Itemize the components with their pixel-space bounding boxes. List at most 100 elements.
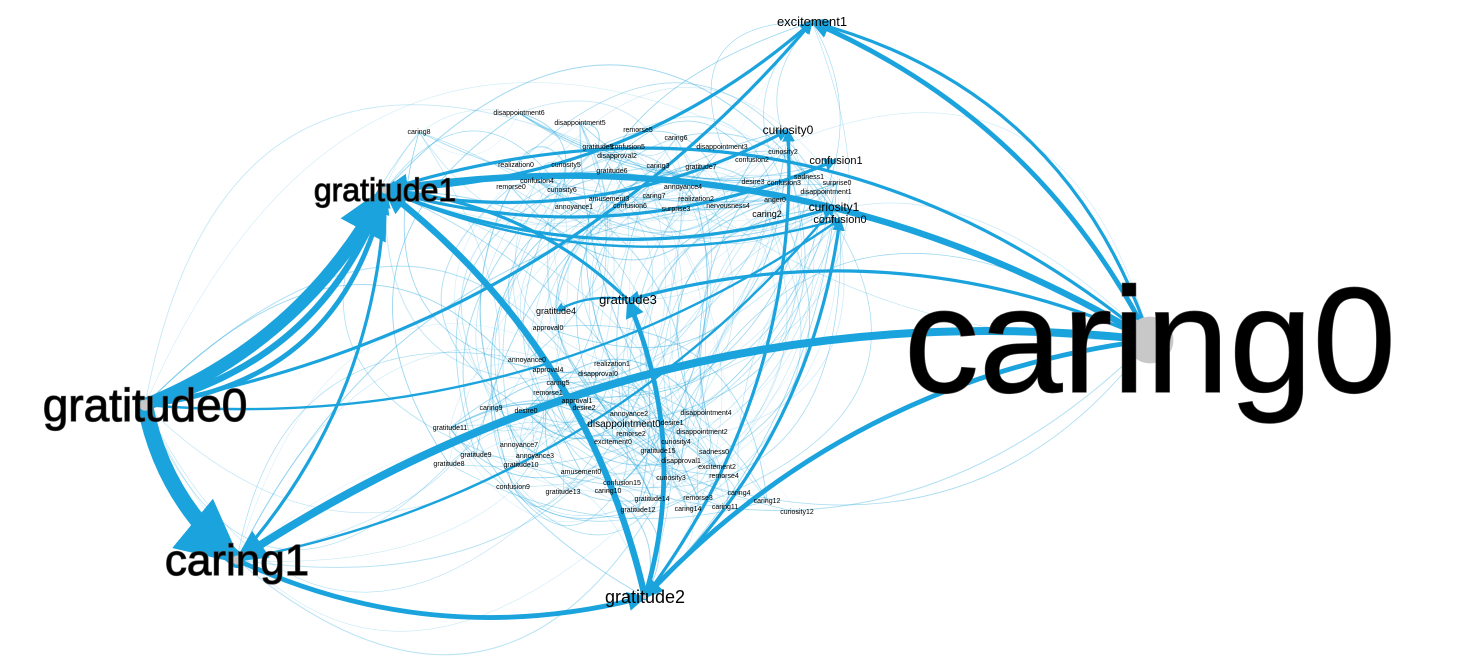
graph-edge-thin — [583, 407, 614, 443]
node-dot-disappointment3 — [720, 145, 724, 149]
node-dot-curiosity4 — [674, 440, 678, 444]
graph-edge-thin — [449, 403, 653, 500]
graph-edge-thin — [384, 182, 785, 227]
node-dot-caring4 — [737, 491, 741, 495]
node-dot-gratitude0 — [139, 399, 151, 411]
graph-edge-thin — [657, 165, 810, 193]
graph-edge-thin — [547, 189, 689, 510]
node-dot-anger0 — [773, 198, 777, 202]
graph-edge-thin — [510, 159, 753, 261]
node-label-caring3: caring3 — [647, 163, 670, 170]
graph-edge-caring1-to-curiosity1 — [235, 205, 836, 562]
node-label-gratitude10: gratitude10 — [503, 462, 538, 469]
node-dot-gratitude13 — [561, 490, 565, 494]
graph-edge-thin — [547, 191, 827, 398]
node-label-gratitude14: gratitude14 — [634, 496, 669, 503]
graph-edge-thin — [611, 132, 827, 193]
graph-edge-thin — [236, 352, 528, 561]
graph-edge-thin — [384, 189, 651, 511]
node-label-confusion3: confusion3 — [767, 180, 801, 187]
node-label-remorse0: remorse0 — [496, 184, 526, 191]
graph-edge-thin — [536, 180, 838, 211]
graph-edge-thin — [763, 21, 813, 184]
node-label-disappointment5: disappointment5 — [554, 120, 605, 127]
graph-edge-thin — [144, 404, 450, 550]
graph-edge-thin — [536, 180, 687, 462]
graph-edge-thin — [518, 112, 837, 180]
node-label-caring12: caring12 — [754, 498, 781, 505]
graph-edge-gratitude0-to-gratitude1 — [141, 186, 390, 409]
graph-edge-thin — [597, 146, 835, 244]
graph-edge-thin — [455, 165, 659, 456]
graph-edge-thin — [449, 427, 725, 522]
graph-edge-thin — [644, 182, 838, 598]
node-dot-gratitude9 — [474, 453, 478, 457]
graph-edge-thin — [512, 482, 623, 526]
graph-edge-gratitude1-to-confusion1 — [383, 158, 838, 219]
node-label-curiosity0: curiosity0 — [763, 123, 814, 137]
node-dot-remorse0 — [509, 185, 513, 189]
node-dot-amusement0 — [579, 470, 583, 474]
graph-edge-thin — [448, 218, 841, 467]
graph-edge-thin — [597, 129, 789, 375]
graph-edge-gratitude1-to-curiosity1 — [383, 188, 836, 241]
graph-edge-thin — [454, 122, 582, 473]
graph-edge-thin — [706, 21, 813, 513]
graph-edge-thin — [520, 218, 841, 488]
graph-edge-thin — [696, 191, 827, 499]
node-label-annoyance4: annoyance4 — [664, 184, 702, 191]
node-dot-gratitude14 — [650, 497, 654, 501]
graph-edge-thin — [576, 146, 798, 513]
node-label-caring6: caring6 — [665, 135, 688, 142]
graph-edge-caring0-to-excitement1 — [809, 19, 1153, 343]
node-label-gratitude12: gratitude12 — [620, 507, 655, 514]
node-label-disappointment1: disappointment1 — [800, 189, 851, 196]
graph-edge-thin — [663, 182, 838, 499]
graph-edge-thin — [576, 400, 768, 502]
graph-edge-thin — [449, 427, 718, 493]
node-label-curiosity3: curiosity3 — [656, 475, 686, 482]
node-label-annoyance0: annoyance0 — [508, 357, 546, 364]
node-label-confusion4: confusion4 — [520, 178, 554, 185]
node-dot-confusion3 — [782, 181, 786, 185]
node-dot-desire0 — [524, 409, 528, 413]
node-label-curiosity4: curiosity4 — [661, 439, 691, 446]
node-dot-gratitude11 — [448, 426, 452, 430]
node-label-caring11: caring11 — [712, 504, 738, 511]
node-label-gratitude3: gratitude3 — [599, 292, 657, 307]
node-label-approval4: approval4 — [533, 367, 564, 374]
graph-edge-thin — [512, 206, 835, 488]
graph-edge-thin — [672, 441, 682, 462]
graph-edge-thin — [392, 112, 520, 465]
graph-edge-thin — [418, 131, 827, 203]
node-dot-remorse3 — [696, 496, 700, 500]
graph-edge-thin — [628, 176, 810, 415]
node-label-disappointment0: disappointment0 — [587, 419, 661, 430]
node-label-gratitude13: gratitude13 — [545, 489, 580, 496]
graph-edge-thin — [583, 407, 628, 484]
graph-edge-thin — [696, 431, 718, 468]
graph-edge-thin — [448, 455, 582, 473]
node-label-realization0: realization0 — [498, 162, 534, 169]
graph-edge-thin — [418, 112, 520, 156]
node-label-remorse5: remorse5 — [623, 127, 653, 134]
graph-edge-thin — [561, 189, 697, 244]
graph-edge-thin — [479, 186, 520, 446]
node-label-caring4: caring4 — [728, 490, 751, 497]
graph-edge-thin — [671, 166, 775, 424]
graph-edge-thin — [628, 146, 723, 415]
node-dot-caring12 — [765, 499, 769, 503]
graph-edge-thin — [627, 146, 1151, 341]
graph-edge-thin — [490, 182, 838, 437]
graph-edge-thin — [608, 169, 776, 201]
node-dot-disappointment0 — [622, 422, 626, 426]
graph-edge-caring0-to-gratitude2 — [642, 337, 1153, 600]
graph-edge-thin — [525, 410, 630, 440]
graph-edge-thin — [573, 151, 784, 234]
graph-edge-thin — [515, 129, 789, 220]
graph-edge-thin — [236, 199, 776, 561]
node-dot-caring11 — [723, 505, 727, 509]
node-label-confusion2: confusion2 — [735, 157, 769, 164]
node-label-nervousness4: nervousness4 — [706, 203, 750, 210]
node-dot-sadness1 — [807, 175, 811, 179]
